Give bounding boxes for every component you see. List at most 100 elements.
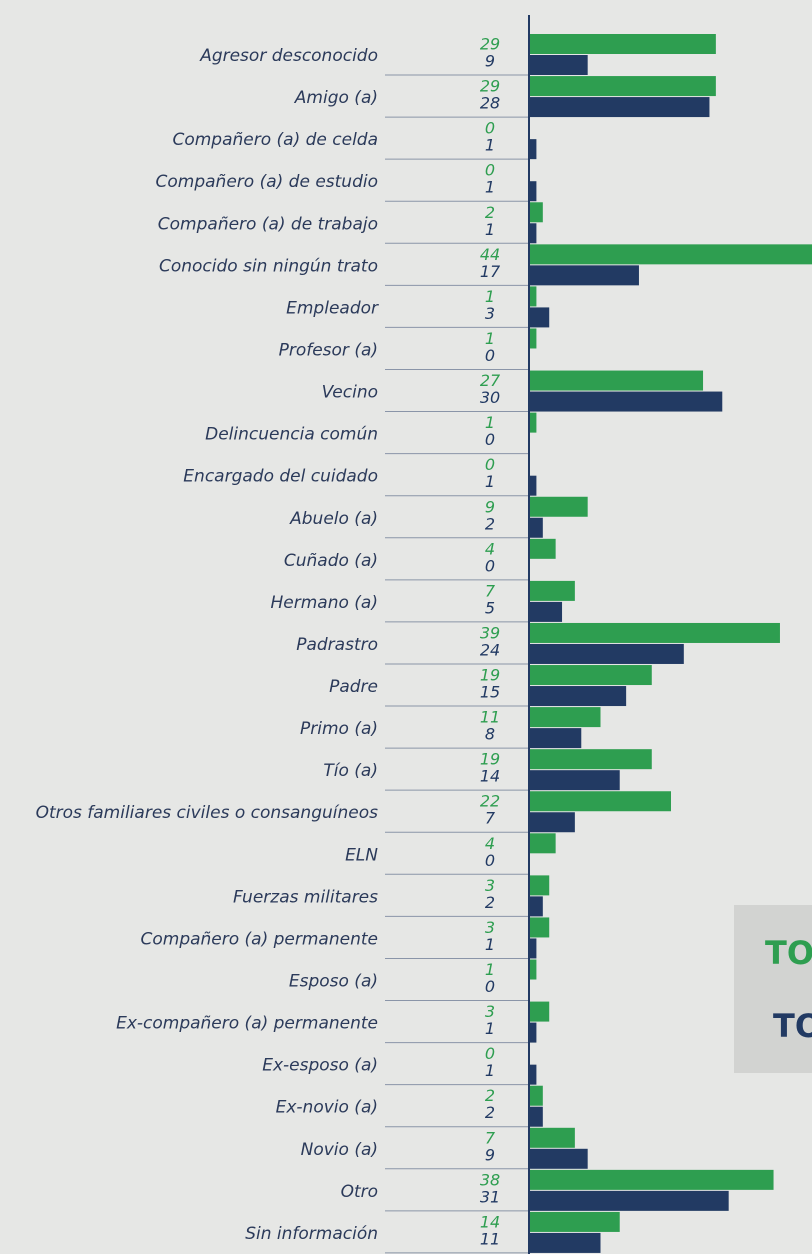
value-label: 1: [485, 136, 495, 155]
value-label: 1: [485, 329, 495, 348]
bar: [530, 1190, 729, 1211]
bar: [530, 665, 652, 686]
category-label: Sin información: [245, 1224, 378, 1244]
value-label: 11: [480, 1229, 500, 1248]
bar: [530, 412, 537, 433]
value-label: 29: [480, 77, 500, 96]
value-label: 19: [480, 666, 500, 685]
category-label: Compañero (a) de estudio: [156, 172, 378, 192]
bar: [530, 938, 537, 959]
legend-box: [734, 905, 812, 1073]
bar: [530, 223, 537, 244]
value-label: 2: [485, 1103, 495, 1122]
bar: [530, 76, 716, 97]
category-label: ELN: [345, 845, 378, 865]
value-label: 0: [485, 851, 495, 870]
value-label: 8: [485, 725, 495, 744]
category-label: Vecino: [322, 383, 378, 403]
category-label: Conocido sin ningún trato: [159, 256, 378, 276]
bar: [530, 1064, 537, 1085]
category-label: Empleador: [286, 298, 379, 318]
value-label: 1: [485, 413, 495, 432]
bar: [530, 181, 537, 202]
bar: [530, 917, 550, 938]
bar: [530, 770, 620, 791]
value-label: 9: [485, 497, 495, 516]
category-label: Encargado del cuidado: [183, 467, 378, 487]
value-label: 15: [480, 683, 500, 702]
category-label: Amigo (a): [294, 88, 378, 108]
value-label: 3: [485, 1002, 495, 1021]
category-label: Otro: [341, 1182, 378, 1202]
category-label: Esposo (a): [289, 972, 378, 992]
category-label: Primo (a): [300, 719, 378, 739]
value-label: 0: [485, 1044, 495, 1063]
value-label: 28: [480, 94, 500, 113]
bar: [530, 265, 639, 286]
value-label: 0: [485, 346, 495, 365]
bar: [530, 1085, 543, 1106]
bar: [530, 1232, 601, 1253]
value-label: 0: [485, 161, 495, 180]
value-label: 0: [485, 977, 495, 996]
category-label: Ex-esposo (a): [262, 1056, 378, 1076]
value-label: 24: [480, 640, 500, 659]
value-label: 27: [480, 371, 501, 390]
value-label: 14: [480, 767, 500, 786]
bar: [530, 875, 550, 896]
bar: [530, 1127, 575, 1148]
value-label: 1: [485, 935, 495, 954]
bar: [530, 328, 537, 349]
legend-label: TO: [773, 1007, 812, 1045]
bar: [530, 202, 543, 223]
category-label: Tío (a): [323, 761, 378, 781]
category-label: Profesor (a): [279, 340, 378, 360]
value-label: 3: [485, 304, 495, 323]
bar: [530, 1169, 774, 1190]
value-label: 5: [485, 598, 495, 617]
value-label: 9: [485, 52, 495, 71]
bar: [530, 391, 723, 412]
bar: [530, 370, 704, 391]
bar: [530, 791, 671, 812]
value-label: 39: [480, 623, 500, 642]
category-label: Fuerzas militares: [233, 887, 378, 907]
value-label: 3: [485, 918, 495, 937]
value-label: 7: [485, 809, 496, 828]
bar: [530, 812, 575, 833]
bar: [530, 1001, 550, 1022]
category-label: Cuñado (a): [284, 551, 378, 571]
category-label: Novio (a): [301, 1140, 378, 1160]
value-label: 11: [480, 708, 500, 727]
bar: [530, 622, 780, 643]
bar: [530, 538, 556, 559]
value-label: 17: [480, 262, 501, 281]
value-label: 1: [485, 1019, 495, 1038]
category-label: Padre: [329, 677, 378, 697]
category-label: Otros familiares civiles o consanguíneos: [36, 803, 379, 823]
bar: [530, 496, 588, 517]
value-label: 2: [485, 1086, 495, 1105]
value-label: 1: [485, 960, 495, 979]
value-label: 0: [485, 430, 495, 449]
bar: [530, 286, 537, 307]
bar: [530, 55, 588, 75]
value-label: 2: [485, 893, 495, 912]
category-label: Padrastro: [296, 635, 378, 655]
category-label: Compañero (a) de trabajo: [158, 214, 378, 234]
bar: [530, 643, 684, 664]
value-label: 4: [485, 834, 495, 853]
value-label: 1: [485, 472, 495, 491]
bar: [530, 896, 543, 917]
bar: [530, 1211, 620, 1232]
value-label: 30: [480, 388, 500, 407]
legend-label: TO: [765, 934, 812, 972]
bar: [530, 97, 710, 118]
bar: [530, 1148, 588, 1169]
value-label: 1: [485, 287, 495, 306]
category-label: Abuelo (a): [289, 509, 378, 529]
bar: [530, 959, 537, 980]
value-label: 7: [485, 1128, 496, 1147]
value-label: 1: [485, 178, 495, 197]
